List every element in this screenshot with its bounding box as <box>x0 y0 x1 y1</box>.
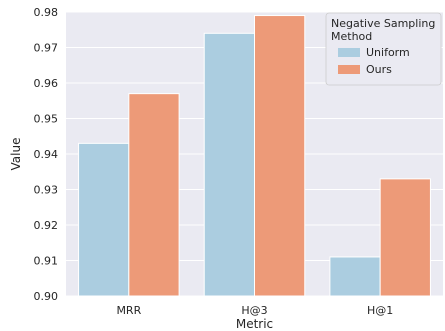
legend-title-line-1: Negative Sampling <box>331 17 435 30</box>
bar-uniform-h1 <box>329 256 381 297</box>
legend-swatch-uniform <box>338 48 360 57</box>
y-axis-label: Value <box>9 138 23 171</box>
legend: Negative Sampling Method Uniform Ours <box>325 12 442 86</box>
legend-label-uniform: Uniform <box>366 46 410 59</box>
bars <box>78 15 431 297</box>
y-tick-label: 0.96 <box>34 77 59 90</box>
bar-ours-h3 <box>254 15 306 297</box>
y-tick-label: 0.90 <box>34 290 59 303</box>
bar-ours-mrr <box>128 93 180 297</box>
legend-swatch-ours <box>338 65 360 74</box>
bar-ours-h1 <box>379 178 431 297</box>
y-tick-label: 0.93 <box>34 184 59 197</box>
x-tick-label: H@3 <box>241 304 267 317</box>
x-tick-label: H@1 <box>367 304 393 317</box>
x-axis-label: Metric <box>236 317 273 331</box>
y-tick-label: 0.92 <box>34 219 59 232</box>
x-axis-ticks: MRR H@3 H@1 <box>116 304 393 317</box>
bar-uniform-mrr <box>78 142 130 297</box>
y-axis-ticks: 0.90 0.91 0.92 0.93 0.94 0.95 0.96 0.97 0.98 <box>34 6 59 303</box>
y-tick-label: 0.97 <box>34 42 59 55</box>
y-tick-label: 0.95 <box>34 113 59 126</box>
legend-label-ours: Ours <box>366 63 392 76</box>
bar-uniform-h3 <box>203 32 256 297</box>
y-tick-label: 0.98 <box>34 6 59 19</box>
legend-title-line-2: Method <box>331 30 372 43</box>
y-tick-label: 0.94 <box>34 148 59 161</box>
x-tick-label: MRR <box>116 304 141 317</box>
y-tick-label: 0.91 <box>34 255 59 268</box>
